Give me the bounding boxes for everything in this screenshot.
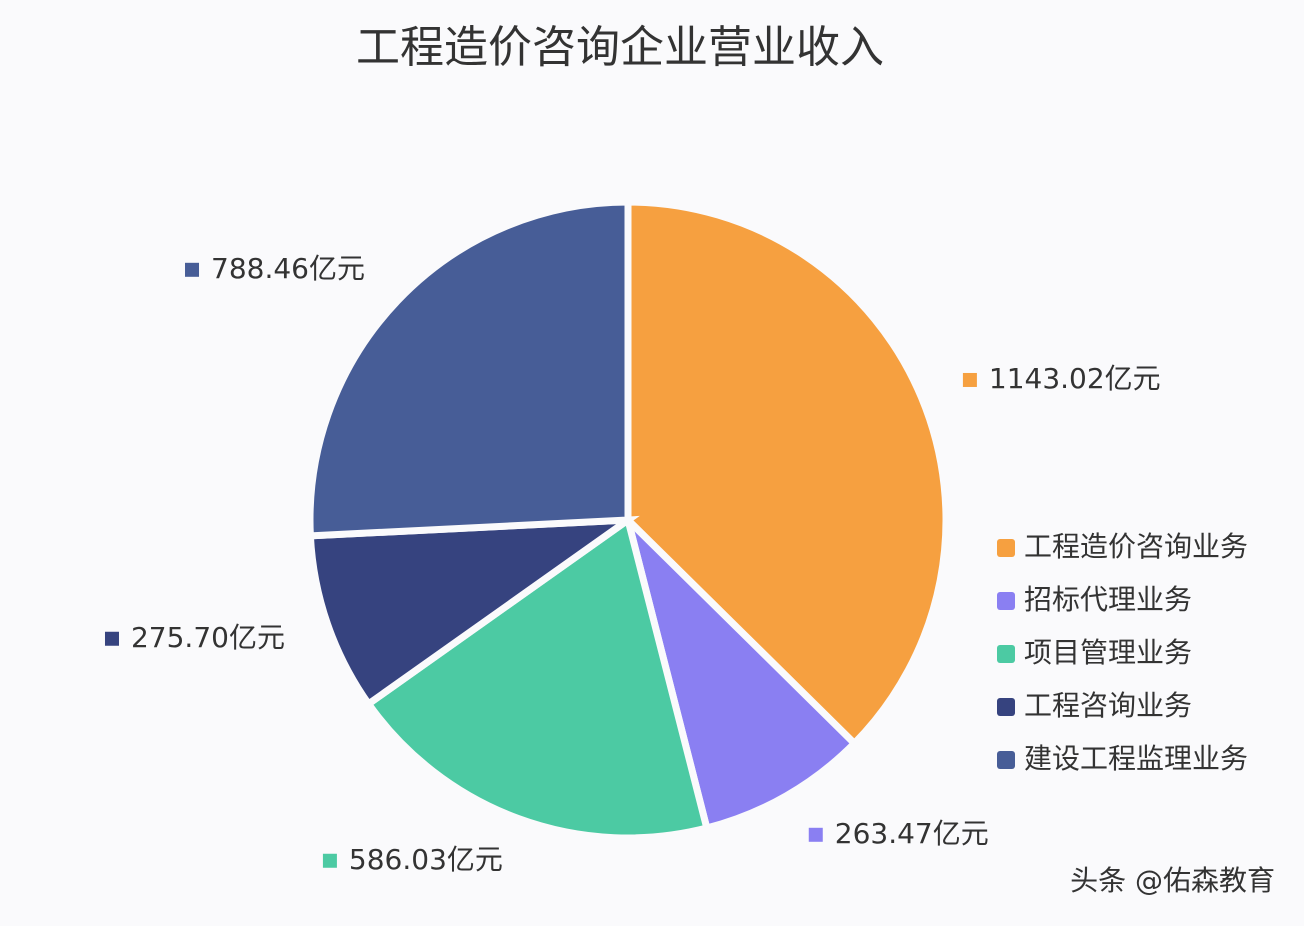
legend-swatch <box>997 592 1015 610</box>
data-label: 275.70亿元 <box>131 621 285 654</box>
data-label: 586.03亿元 <box>349 843 503 876</box>
chart-title: 工程造价咨询企业营业收入 <box>356 22 884 73</box>
pie-slice <box>621 508 860 833</box>
legend-swatch <box>997 539 1015 557</box>
pie-slice <box>363 514 712 842</box>
label-marker <box>962 372 977 387</box>
data-label: 788.46亿元 <box>211 252 365 285</box>
data-label: 263.47亿元 <box>835 817 989 850</box>
legend-label: 建设工程监理业务 <box>1024 742 1248 775</box>
data-label: 1143.02亿元 <box>989 362 1161 395</box>
label-marker <box>104 631 119 646</box>
legend-swatch <box>997 751 1015 769</box>
legend-swatch <box>997 698 1015 716</box>
pie-slice <box>306 198 632 540</box>
label-marker <box>808 827 823 842</box>
legend-label: 招标代理业务 <box>1024 583 1192 616</box>
legend-label: 工程造价咨询业务 <box>1024 530 1248 563</box>
pie-slice <box>306 515 640 709</box>
pie-slice <box>624 198 950 749</box>
watermark: 头条 @佑森教育 <box>1070 864 1275 897</box>
legend-label: 项目管理业务 <box>1024 636 1192 669</box>
label-marker <box>185 262 200 277</box>
label-marker <box>322 853 337 868</box>
legend-label: 工程咨询业务 <box>1024 689 1192 722</box>
legend-swatch <box>997 645 1015 663</box>
